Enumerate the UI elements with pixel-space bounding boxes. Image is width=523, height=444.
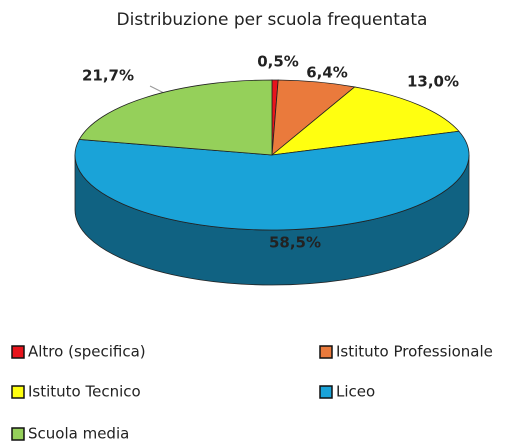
chart-title: Distribuzione per scuola frequentata <box>117 10 428 30</box>
value-label: 21,7% <box>82 67 134 85</box>
legend-label: Scuola media <box>28 425 129 443</box>
legend-label: Istituto Professionale <box>336 343 493 361</box>
legend-swatch <box>319 385 333 399</box>
value-label: 0,5% <box>257 53 299 71</box>
slice <box>74 130 470 231</box>
legend-label: Liceo <box>336 383 375 401</box>
legend-label: Altro (specifica) <box>28 343 146 361</box>
slice <box>270 86 460 156</box>
legend-swatch <box>11 345 25 359</box>
legend-label: Istituto Tecnico <box>28 383 141 401</box>
value-label: 6,4% <box>306 64 348 82</box>
legend-swatch <box>11 385 25 399</box>
legend-swatch <box>319 345 333 359</box>
value-label: 13,0% <box>407 73 459 91</box>
slice <box>78 79 273 156</box>
legend-swatch <box>11 427 25 441</box>
value-label: 58,5% <box>269 234 321 252</box>
